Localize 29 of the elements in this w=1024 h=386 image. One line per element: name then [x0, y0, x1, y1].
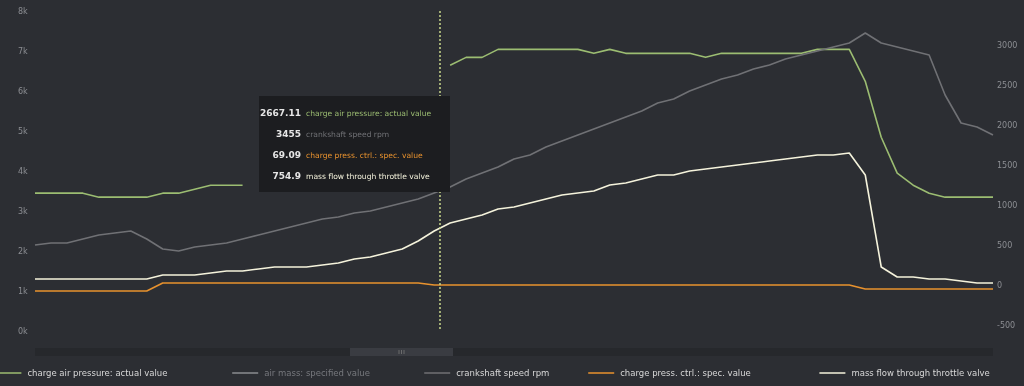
- y2-tick-label: 500: [997, 241, 1013, 251]
- y-tick-label: 3k: [18, 207, 29, 216]
- legend-label: mass flow through throttle valve: [851, 368, 990, 378]
- y-tick-label: 6k: [18, 87, 29, 96]
- y2-tick-label: -500: [997, 321, 1016, 331]
- line-series: [34, 152, 994, 284]
- annotation: 3455: [275, 129, 301, 139]
- y2-tick-label: 1000: [997, 201, 1018, 211]
- line-series: [34, 282, 994, 292]
- y2-tick-label: 1500: [997, 161, 1018, 171]
- annotation: 69.09: [272, 150, 301, 160]
- y2-tick-label: 3000: [997, 41, 1018, 51]
- y2-tick-label: 2500: [997, 81, 1018, 91]
- y-tick-label: 8k: [18, 7, 29, 16]
- legend-label: crankshaft speed rpm: [456, 368, 550, 378]
- y-tick-label: 0k: [18, 327, 29, 336]
- legend-label: air mass: specified value: [264, 368, 370, 378]
- y-tick-label: 5k: [18, 127, 29, 136]
- legend-label: charge press. ctrl.: spec. value: [620, 368, 751, 378]
- annotation: 754.9: [272, 171, 301, 181]
- y-tick-label: 4k: [18, 167, 29, 176]
- line-series: [34, 32, 994, 252]
- y2-tick-label: 2000: [997, 121, 1018, 131]
- y-tick-label: 2k: [18, 247, 29, 256]
- legend-label: charge air pressure: actual value: [27, 368, 168, 378]
- y-tick-label: 1k: [18, 287, 29, 296]
- annotation: 2667.11: [260, 108, 301, 118]
- y2-tick-label: 0: [997, 281, 1003, 291]
- y-tick-label: 7k: [18, 47, 29, 56]
